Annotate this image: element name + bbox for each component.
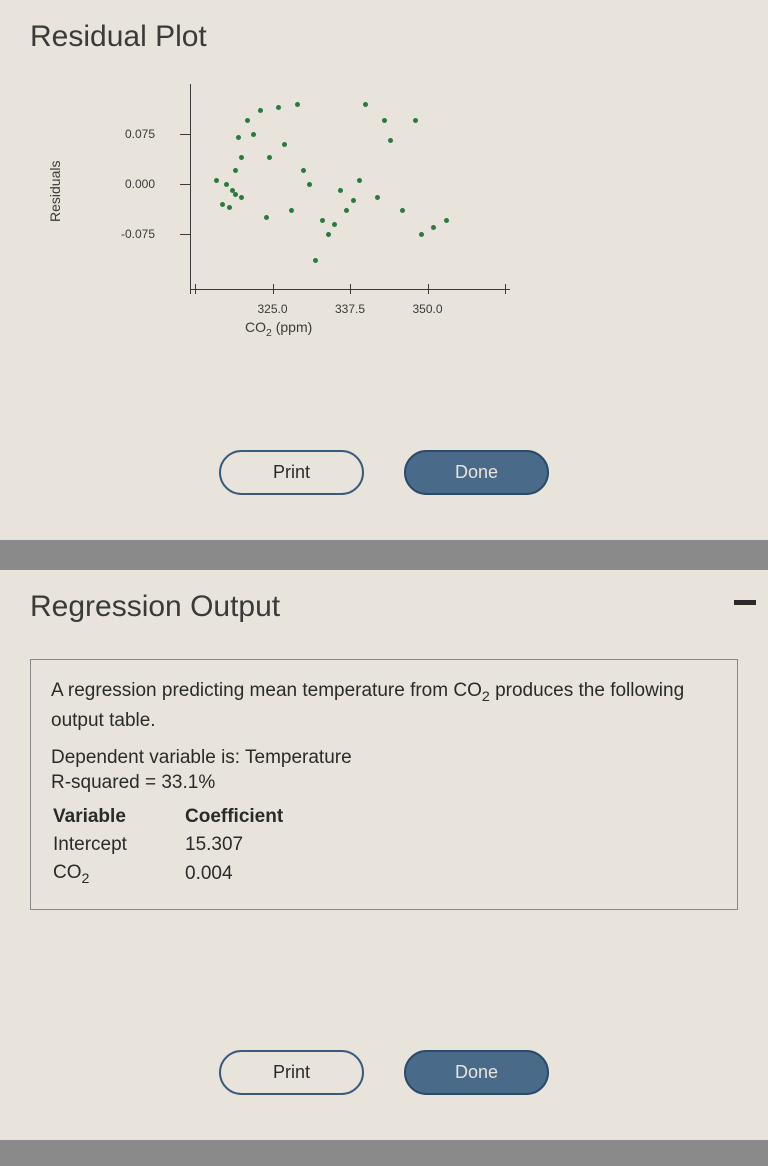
x-axis-label: CO2 (ppm)	[245, 319, 312, 339]
scatter-point	[276, 105, 281, 110]
scatter-point	[444, 218, 449, 223]
x-tick-mark	[428, 284, 429, 294]
done-button[interactable]: Done	[404, 1050, 549, 1095]
x-tick-mark	[350, 284, 351, 294]
scatter-point	[301, 168, 306, 173]
row-variable: Intercept	[53, 832, 183, 858]
scatter-point	[344, 208, 349, 213]
y-tick-mark	[180, 134, 190, 135]
residual-plot-title: Residual Plot	[30, 20, 738, 54]
y-tick-mark	[180, 234, 190, 235]
print-button[interactable]: Print	[219, 1050, 364, 1095]
table-row: CO2 0.004	[53, 860, 283, 889]
scatter-point	[267, 155, 272, 160]
regression-output-box: A regression predicting mean temperature…	[30, 659, 738, 910]
r-squared-text: R-squared = 33.1%	[51, 771, 717, 796]
scatter-point	[233, 192, 238, 197]
scatter-point	[214, 178, 219, 183]
scatter-point	[264, 215, 269, 220]
scatter-point	[233, 168, 238, 173]
y-axis-label: Residuals	[47, 161, 63, 222]
y-tick-mark	[180, 184, 190, 185]
scatter-point	[251, 132, 256, 137]
regression-output-panel: Regression Output A regression predictin…	[0, 570, 768, 1140]
scatter-point	[431, 225, 436, 230]
x-tick-mark	[273, 284, 274, 294]
row-variable: CO2	[53, 860, 183, 889]
row-coefficient: 15.307	[185, 832, 283, 858]
print-button[interactable]: Print	[219, 450, 364, 495]
panel1-button-row: Print Done	[0, 450, 768, 495]
y-tick-label: 0.000	[105, 177, 155, 191]
scatter-point	[419, 232, 424, 237]
scatter-point	[258, 108, 263, 113]
x-tick-mark	[505, 284, 506, 294]
scatter-point	[351, 198, 356, 203]
scatter-point	[363, 102, 368, 107]
scatter-point	[245, 118, 250, 123]
regression-output-title: Regression Output	[30, 590, 738, 624]
scatter-point	[313, 258, 318, 263]
y-tick-label: -0.075	[105, 227, 155, 241]
scatter-point	[224, 182, 229, 187]
scatter-point	[320, 218, 325, 223]
row-coefficient: 0.004	[185, 860, 283, 889]
scatter-point	[326, 232, 331, 237]
header-coefficient: Coefficient	[185, 804, 283, 830]
residual-scatter-chart: Residuals CO2 (ppm) -0.0750.0000.075325.…	[65, 84, 525, 364]
scatter-point	[382, 118, 387, 123]
scatter-point	[307, 182, 312, 187]
x-tick-label: 350.0	[408, 302, 448, 316]
dependent-variable-text: Dependent variable is: Temperature	[51, 746, 717, 771]
scatter-point	[332, 222, 337, 227]
panel2-button-row: Print Done	[0, 1050, 768, 1095]
table-header-row: Variable Coefficient	[53, 804, 283, 830]
plot-region	[195, 84, 505, 284]
scatter-point	[375, 195, 380, 200]
scatter-point	[295, 102, 300, 107]
scatter-point	[413, 118, 418, 123]
scatter-point	[400, 208, 405, 213]
scatter-point	[236, 135, 241, 140]
x-tick-mark	[195, 284, 196, 294]
table-row: Intercept 15.307	[53, 832, 283, 858]
regression-table: Variable Coefficient Intercept 15.307 CO…	[51, 802, 285, 891]
y-axis-line	[190, 84, 191, 294]
regression-intro-text: A regression predicting mean temperature…	[51, 678, 717, 734]
header-variable: Variable	[53, 804, 183, 830]
scatter-point	[282, 142, 287, 147]
scatter-point	[388, 138, 393, 143]
scatter-point	[338, 188, 343, 193]
scatter-point	[357, 178, 362, 183]
scatter-point	[289, 208, 294, 213]
scatter-point	[227, 205, 232, 210]
x-tick-label: 325.0	[253, 302, 293, 316]
x-tick-label: 337.5	[330, 302, 370, 316]
scatter-point	[220, 202, 225, 207]
residual-plot-panel: Residual Plot Residuals CO2 (ppm) -0.075…	[0, 0, 768, 540]
scatter-point	[239, 155, 244, 160]
y-tick-label: 0.075	[105, 127, 155, 141]
scatter-point	[239, 195, 244, 200]
minimize-icon[interactable]	[734, 600, 756, 605]
done-button[interactable]: Done	[404, 450, 549, 495]
